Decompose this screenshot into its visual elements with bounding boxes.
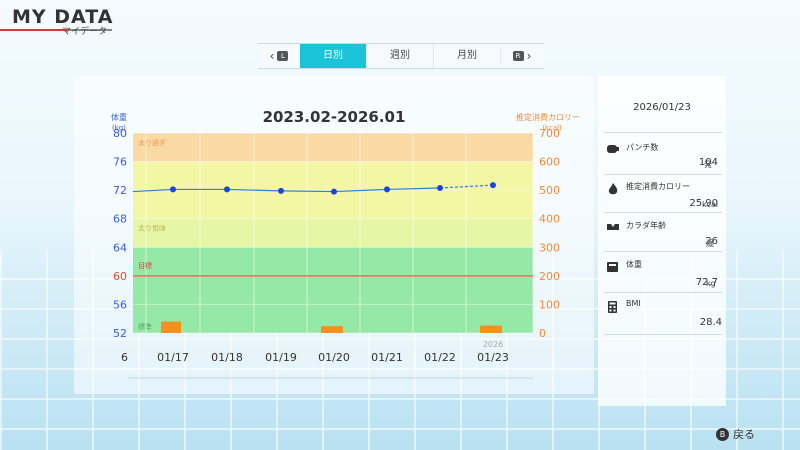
divider	[604, 292, 722, 293]
left-tick-label: 60	[113, 270, 127, 283]
period-tabs: ‹ L 日別 週別 月別 R ›	[258, 43, 544, 69]
x-tick-label: 01/18	[211, 351, 243, 364]
x-tick-label: 01/21	[371, 351, 403, 364]
weight-point	[384, 186, 390, 193]
x-tick-label: 01/20	[318, 351, 350, 364]
right-tick-label: 200	[539, 270, 560, 283]
stat-unit-punches: 発	[704, 160, 712, 169]
target-label: 目標	[138, 261, 152, 270]
divider	[604, 132, 722, 133]
right-tick-label: 400	[539, 213, 560, 226]
calorie-bar	[480, 325, 502, 333]
r-button-icon: R	[512, 51, 524, 61]
stat-label-punches: パンチ数	[626, 143, 659, 152]
right-tick-label: 0	[539, 327, 546, 340]
page-title: MY DATA	[12, 6, 114, 28]
right-tick-label: 100	[539, 298, 560, 311]
scale-icon	[606, 258, 620, 272]
l-button-icon: L	[277, 51, 289, 61]
right-axis-label: 推定消費カロリー	[516, 112, 580, 122]
weight-point	[331, 188, 337, 195]
stat-value-weight: 72.7	[695, 277, 718, 288]
left-tick-label: 76	[113, 156, 127, 169]
zone-band	[133, 133, 533, 162]
muscle-icon	[606, 218, 620, 230]
stat-unit-weight: kg	[706, 279, 716, 288]
b-button-icon: B	[716, 427, 729, 441]
zone-band	[133, 218, 533, 248]
stat-value-calories: 25.90	[689, 198, 718, 209]
weight-point	[490, 182, 496, 189]
x-tick-label: 01/22	[424, 351, 456, 364]
divider	[604, 174, 722, 175]
x-tick-label: 01/17	[157, 351, 189, 364]
zone-band	[133, 247, 533, 333]
zone-label: 標準	[138, 322, 152, 331]
selected-date: 2026/01/23	[633, 102, 691, 113]
stat-value-body-age: 26	[705, 236, 718, 247]
left-axis-label: 体重	[111, 112, 127, 122]
year-label: 2026	[483, 340, 503, 349]
chevron-right-icon: ›	[526, 49, 532, 63]
calculator-icon	[606, 298, 620, 313]
left-tick-label: 64	[113, 241, 127, 254]
zone-label: 太り気味	[138, 224, 166, 233]
weight-point	[437, 185, 443, 191]
flame-icon	[606, 180, 620, 195]
left-tick-label: 56	[113, 298, 127, 311]
left-tick-label: 72	[113, 184, 127, 197]
divider	[604, 334, 722, 335]
weight-point	[278, 187, 284, 194]
tab-weekly[interactable]: 週別	[366, 44, 433, 68]
stat-unit-body-age: 歳	[706, 239, 714, 248]
right-tick-label: 300	[539, 241, 560, 254]
divider	[604, 251, 722, 252]
punch-icon	[606, 140, 620, 153]
right-axis-unit: (kcal)	[542, 124, 562, 132]
right-tick-label: 700	[539, 127, 560, 140]
left-tick-label: 80	[113, 127, 127, 140]
tab-daily[interactable]: 日別	[300, 44, 366, 68]
back-label: 戻る	[733, 428, 755, 441]
x-tick-label: 6	[121, 351, 128, 364]
stat-unit-calories: kcal	[702, 200, 719, 209]
stat-value-bmi: 28.4	[699, 317, 722, 328]
zone-label: 太り過ぎ	[138, 138, 166, 147]
calorie-bar	[321, 326, 343, 333]
stat-label-weight: 体重	[626, 260, 642, 269]
left-tick-label: 68	[113, 213, 127, 226]
divider	[604, 212, 722, 213]
stat-label-calories: 推定消費カロリー	[626, 182, 690, 191]
x-tick-label: 01/19	[265, 351, 297, 364]
stat-value-punches: 104	[698, 157, 718, 168]
left-axis-unit: (kg)	[112, 124, 126, 132]
title-underline	[0, 29, 112, 31]
right-tick-label: 500	[539, 184, 560, 197]
weight-line-projection	[439, 184, 494, 189]
x-tick-label: 01/23	[477, 351, 509, 364]
left-tick-label: 52	[113, 327, 127, 340]
tab-prev-button[interactable]: ‹ L	[258, 49, 300, 63]
stat-label-bmi: BMI	[626, 299, 641, 308]
tab-monthly[interactable]: 月別	[433, 44, 500, 68]
chevron-left-icon: ‹	[269, 49, 275, 63]
right-tick-label: 600	[539, 156, 560, 169]
chart-title: 2023.02-2026.01	[262, 108, 406, 126]
page-subtitle: マイデータ	[62, 27, 108, 37]
detail-panel	[598, 76, 726, 406]
stat-label-body-age: カラダ年齢	[626, 221, 666, 230]
weight-point	[170, 186, 176, 193]
back-button[interactable]: B 戻る	[716, 426, 755, 442]
calorie-bar	[161, 321, 181, 333]
tab-next-button[interactable]: R ›	[500, 49, 543, 63]
weight-point	[224, 186, 230, 193]
